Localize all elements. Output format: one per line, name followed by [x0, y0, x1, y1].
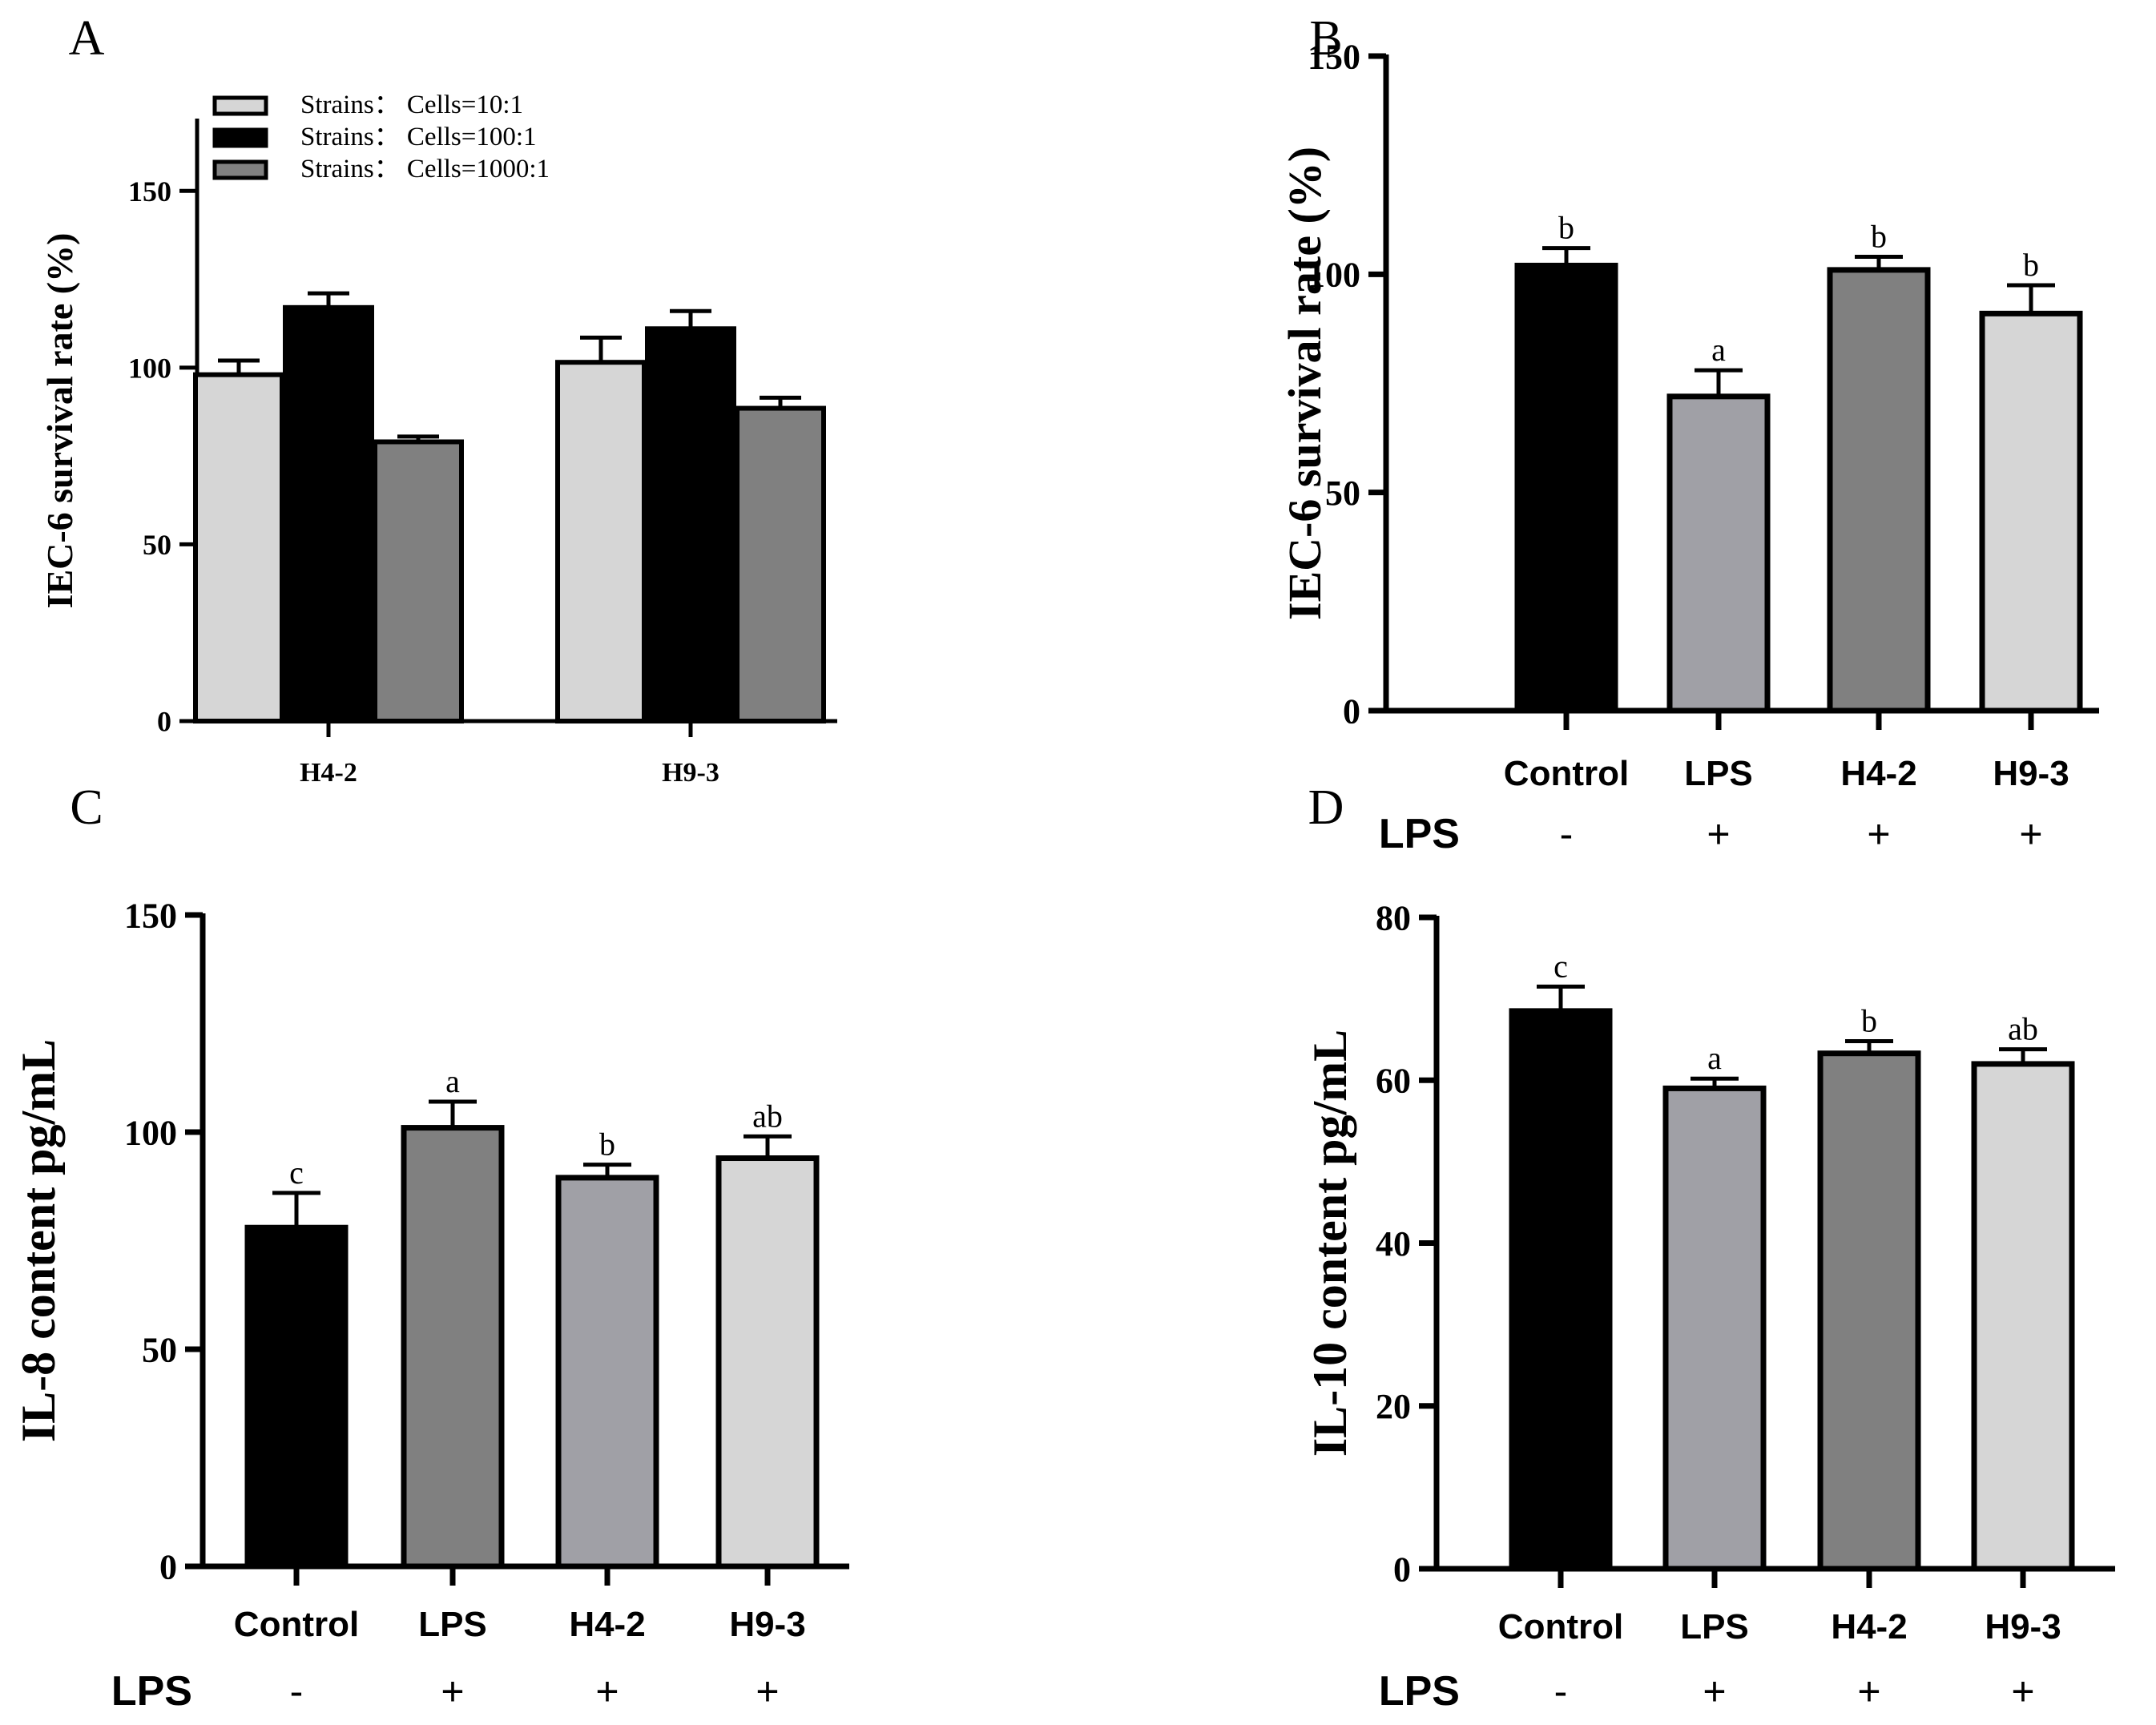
y-tick-label: 50 [142, 1330, 177, 1369]
bar [1971, 1061, 2075, 1572]
y-tick-label: 150 [1308, 37, 1360, 76]
bar [555, 1175, 659, 1570]
bar [1666, 393, 1771, 714]
significance-letter: b [1871, 219, 1887, 255]
y-tick-label: 80 [1376, 898, 1411, 937]
lps-sign: + [756, 1669, 779, 1714]
lps-sign: + [595, 1669, 619, 1714]
significance-letter: b [1558, 210, 1574, 246]
panel-label: A [69, 11, 105, 66]
x-tick-label: Control [234, 1605, 359, 1644]
bar [283, 304, 374, 723]
bar [645, 326, 736, 723]
significance-letter: a [1707, 1040, 1722, 1076]
x-tick-label: H4-2 [1840, 754, 1916, 793]
y-tick-label: 100 [124, 1113, 177, 1152]
bar [1979, 310, 2083, 714]
bar [1509, 1008, 1613, 1572]
y-tick-label: 150 [124, 896, 177, 935]
lps-sign: + [441, 1669, 464, 1714]
y-axis-label: IEC-6 survival rate (%) [39, 233, 80, 609]
panel-d: D IL-10 content pg/mL 0 20 40 60 80 c Control - a L… [1304, 780, 2115, 1715]
y-tick-label: 60 [1376, 1062, 1411, 1101]
lps-row-label: LPS [1379, 1668, 1460, 1715]
x-tick-label: H9-3 [1985, 1607, 2061, 1646]
lps-row-label: LPS [111, 1668, 192, 1715]
x-tick-label: Control [1498, 1607, 1623, 1646]
lps-sign: + [1707, 812, 1730, 856]
y-tick-label: 0 [157, 706, 171, 738]
legend-entry: Strains： Cells=100:1 [300, 123, 537, 151]
lps-sign: + [2019, 812, 2042, 856]
panel-label: B [1309, 11, 1342, 66]
y-tick-label: 20 [1376, 1387, 1411, 1426]
significance-letter: b [1861, 1002, 1877, 1038]
x-tick-label: LPS [1680, 1607, 1749, 1646]
significance-letter: c [289, 1155, 304, 1191]
significance-letter: ab [2008, 1011, 2038, 1047]
bar [1514, 262, 1618, 714]
bar [555, 360, 647, 723]
panel-label: D [1308, 780, 1344, 835]
significance-letter: a [445, 1063, 460, 1099]
bar [244, 1224, 349, 1570]
legend-swatch [212, 159, 268, 180]
significance-letter: b [599, 1126, 615, 1163]
panel-b: B IEC-6 survival rate (%) 0 50 100 150 b Contro… [1279, 11, 2099, 857]
y-tick-label: 50 [1325, 474, 1360, 513]
bar [1662, 1085, 1767, 1572]
x-tick-label: H9-3 [662, 758, 719, 788]
significance-letter: b [2023, 247, 2039, 283]
lps-sign: + [2011, 1669, 2034, 1714]
lps-sign: + [1857, 1669, 1880, 1714]
y-axis-label: IL-8 content pg/mL [12, 1039, 65, 1442]
legend-swatch [212, 95, 268, 116]
panel-label: C [70, 780, 103, 835]
panel-a: A IEC-6 survival rate (%) 0 50 100 150 H4-2 H9-… [39, 11, 837, 788]
y-tick-label: 40 [1376, 1224, 1411, 1264]
legend-swatch [212, 127, 268, 148]
x-tick-label: H4-2 [1831, 1607, 1907, 1646]
significance-letter: ab [752, 1098, 783, 1134]
y-tick-label: 100 [1308, 256, 1360, 295]
lps-sign: - [1554, 1669, 1568, 1714]
y-axis-label: IEC-6 survival rate (%) [1279, 147, 1331, 620]
y-axis-label: IL-10 content pg/mL [1304, 1030, 1356, 1457]
y-tick-label: 0 [1393, 1550, 1411, 1589]
lps-sign: + [1703, 1669, 1726, 1714]
y-tick-label: 0 [1343, 691, 1360, 731]
bar [1827, 267, 1931, 714]
y-tick-label: 50 [143, 529, 171, 561]
x-tick-label: H9-3 [729, 1605, 805, 1644]
legend-entry: Strains： Cells=10:1 [300, 91, 523, 119]
panel-c: C IL-8 content pg/mL 0 50 100 150 c Control - a LP… [12, 780, 849, 1715]
lps-sign: - [1560, 812, 1574, 856]
lps-sign: - [290, 1669, 304, 1714]
x-tick-label: H4-2 [569, 1605, 645, 1644]
x-tick-label: H4-2 [300, 758, 357, 788]
legend-entry: Strains： Cells=1000:1 [300, 155, 550, 183]
significance-letter: a [1711, 332, 1726, 368]
bar [193, 372, 284, 723]
x-tick-label: Control [1504, 754, 1629, 793]
bar [735, 405, 826, 723]
lps-sign: + [1867, 812, 1890, 856]
bar [715, 1155, 820, 1570]
x-tick-label: LPS [418, 1605, 487, 1644]
bar [373, 439, 464, 723]
x-tick-label: LPS [1684, 754, 1753, 793]
y-tick-label: 0 [159, 1547, 177, 1586]
y-tick-label: 150 [128, 175, 171, 208]
bar [401, 1125, 505, 1570]
x-tick-label: H9-3 [1993, 754, 2069, 793]
lps-row-label: LPS [1379, 811, 1460, 857]
y-tick-label: 100 [128, 352, 171, 384]
significance-letter: c [1554, 948, 1568, 984]
bar [1817, 1050, 1921, 1572]
